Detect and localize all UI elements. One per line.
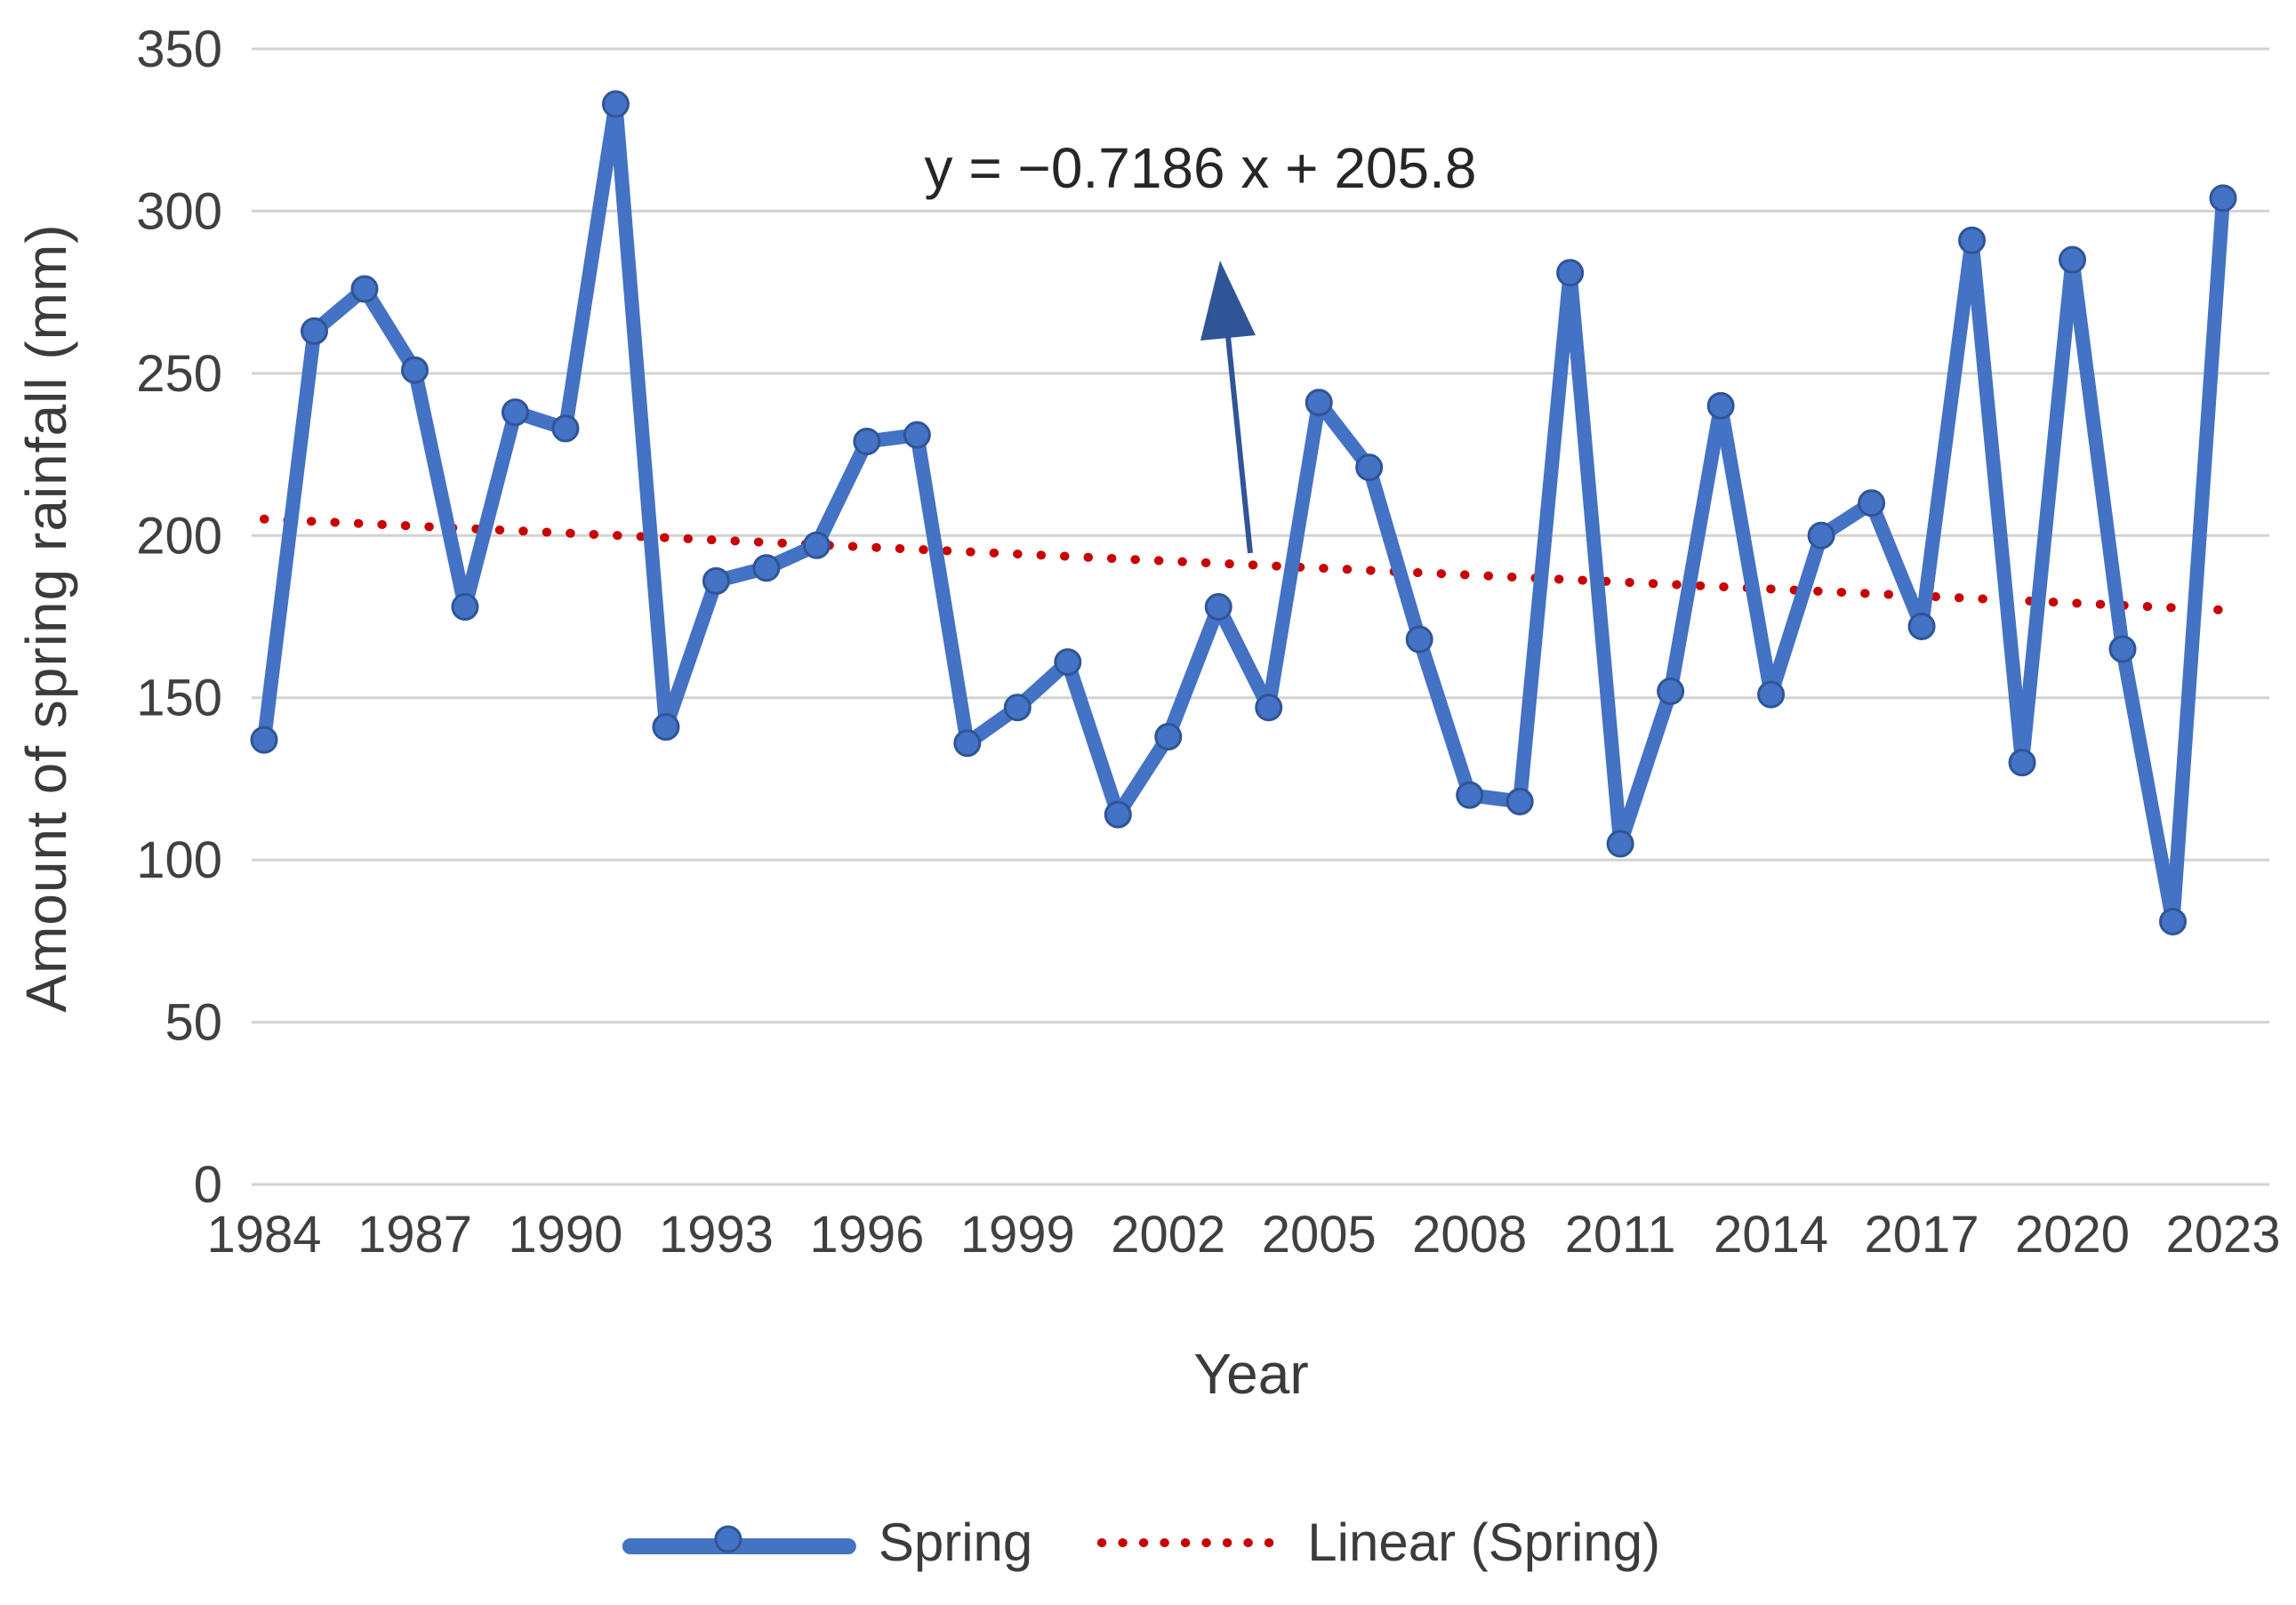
annotation-arrow-head (1200, 261, 1256, 341)
legend-item-spring: Spring (622, 1512, 1032, 1573)
data-point-1999 (1003, 694, 1032, 722)
data-point-2016 (1858, 489, 1886, 518)
linear-trend-swatch (1097, 1537, 1284, 1547)
y-tick-label-100: 100 (136, 831, 222, 889)
annotation-arrow-line (1225, 335, 1253, 554)
x-tick-label-1996: 1996 (809, 1206, 924, 1264)
x-tick-label-1987: 1987 (357, 1206, 472, 1264)
y-tick-label-350: 350 (136, 20, 222, 78)
data-point-1985 (300, 317, 328, 345)
data-point-1993 (702, 566, 730, 595)
x-tick-label-2002: 2002 (1111, 1206, 1225, 1264)
data-point-1984 (250, 726, 278, 754)
data-point-2004 (1255, 694, 1283, 722)
spring-series-line (257, 97, 2230, 929)
y-axis-title: Amount of spring rainfall (mm) (14, 223, 78, 1013)
data-point-2011 (1606, 830, 1634, 858)
spring-series-swatch (622, 1525, 856, 1554)
data-point-2000 (1054, 648, 1082, 677)
legend-spring-label: Spring (878, 1513, 1033, 1572)
data-point-2006 (1355, 453, 1384, 482)
linear-trendline (260, 514, 2228, 614)
y-tick-label-150: 150 (136, 670, 222, 727)
legend-item-linear: Linear (Spring) (1095, 1512, 1660, 1573)
data-point-2015 (1807, 521, 1835, 550)
x-tick-label-2023: 2023 (2165, 1206, 2280, 1264)
x-tick-label-2014: 2014 (1714, 1206, 1828, 1264)
data-point-2019 (2008, 749, 2036, 777)
x-tick-label-2011: 2011 (1565, 1206, 1676, 1264)
spring-marker-sample (714, 1525, 743, 1553)
x-tick-label-1984: 1984 (206, 1206, 321, 1264)
data-point-2009 (1505, 787, 1534, 815)
data-point-2010 (1556, 259, 1585, 287)
data-point-2001 (1104, 800, 1132, 829)
data-point-2020 (2059, 245, 2087, 274)
y-tick-label-250: 250 (136, 345, 222, 403)
data-point-2008 (1456, 781, 1484, 809)
x-tick-label-1990: 1990 (508, 1206, 622, 1264)
data-point-2005 (1305, 389, 1333, 417)
data-point-2007 (1405, 625, 1433, 654)
legend: Spring Linear (Spring) (622, 1512, 1660, 1573)
data-point-2003 (1204, 593, 1232, 622)
y-tick-label-0: 0 (194, 1156, 222, 1214)
x-axis-title: Year (1193, 1342, 1309, 1406)
data-point-2018 (1958, 226, 1987, 254)
data-point-1988 (451, 593, 479, 622)
y-tick-label-200: 200 (136, 507, 222, 565)
x-tick-label-1993: 1993 (659, 1206, 774, 1264)
data-point-2017 (1907, 612, 1936, 640)
data-point-1996 (853, 427, 881, 455)
x-tick-label-2005: 2005 (1262, 1206, 1377, 1264)
x-tick-label-2020: 2020 (2015, 1206, 2130, 1264)
data-point-2022 (2159, 907, 2188, 935)
data-point-2002 (1154, 722, 1183, 750)
data-point-2021 (2108, 635, 2137, 663)
data-point-1986 (350, 275, 379, 303)
data-point-1995 (802, 531, 831, 559)
x-tick-label-2008: 2008 (1412, 1206, 1527, 1264)
data-point-2014 (1757, 680, 1786, 709)
data-point-1990 (551, 414, 580, 443)
data-point-1987 (400, 356, 429, 384)
data-point-1997 (903, 421, 931, 449)
data-point-1994 (752, 554, 781, 582)
y-tick-label-300: 300 (136, 182, 222, 240)
data-point-1991 (601, 90, 630, 118)
y-tick-label-50: 50 (165, 994, 222, 1052)
data-point-2013 (1706, 391, 1735, 420)
legend-linear-label: Linear (Spring) (1307, 1513, 1661, 1572)
data-point-1998 (953, 729, 982, 758)
data-point-2012 (1657, 677, 1685, 705)
x-tick-label-1999: 1999 (960, 1206, 1075, 1264)
data-point-1992 (652, 713, 680, 742)
data-point-1989 (501, 398, 529, 427)
data-point-2023 (2209, 184, 2237, 213)
trendline-equation-label: y = −0.7186 x + 205.8 (924, 136, 1477, 200)
x-tick-label-2017: 2017 (1865, 1206, 1979, 1264)
